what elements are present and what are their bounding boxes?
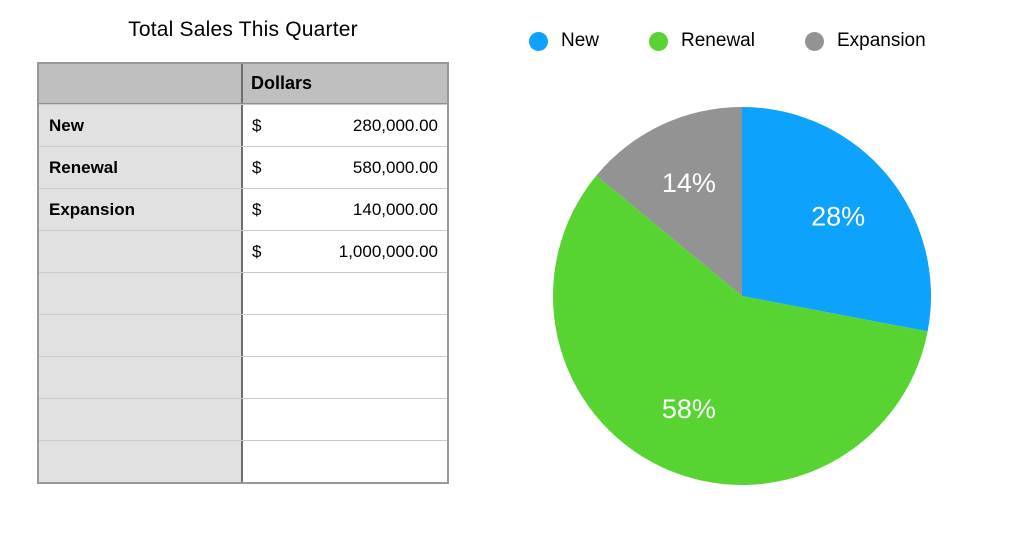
row-label: New xyxy=(39,105,243,146)
table-row-total: $ 1,000,000.00 xyxy=(39,230,447,272)
pie-slice-label: 58% xyxy=(662,394,716,424)
row-value-cell xyxy=(243,273,447,314)
table-row-empty xyxy=(39,440,447,482)
pie-chart: 28% 58% 14% xyxy=(552,107,931,486)
table-row-new: New $ 280,000.00 xyxy=(39,104,447,146)
pie-slice-expansion xyxy=(596,107,742,296)
amount: 280,000.00 xyxy=(352,115,438,135)
row-value-cell: $ 280,000.00 xyxy=(243,105,447,146)
row-value-cell: $ 140,000.00 xyxy=(243,189,447,230)
legend-swatch-renewal-icon xyxy=(649,31,669,51)
legend-label: New xyxy=(561,30,600,51)
currency-symbol: $ xyxy=(252,241,262,261)
row-value-cell xyxy=(243,315,447,356)
legend-item-new: New xyxy=(529,30,599,52)
row-value-cell xyxy=(243,441,447,482)
row-value-cell xyxy=(243,357,447,398)
currency-symbol: $ xyxy=(252,157,262,177)
table-corner-cell xyxy=(39,64,243,103)
legend-item-expansion: Expansion xyxy=(804,30,926,52)
row-value-cell: $ 580,000.00 xyxy=(243,147,447,188)
row-value-cell xyxy=(243,399,447,440)
row-label: Expansion xyxy=(39,189,243,230)
table-row-empty xyxy=(39,356,447,398)
legend-label: Renewal xyxy=(681,30,755,51)
row-label: Renewal xyxy=(39,147,243,188)
row-label xyxy=(39,399,243,440)
currency-symbol: $ xyxy=(252,115,262,135)
row-label xyxy=(39,357,243,398)
legend-swatch-new-icon xyxy=(529,31,548,51)
amount: 140,000.00 xyxy=(352,199,438,219)
legend-swatch-expansion-icon xyxy=(804,31,824,51)
row-value-cell: $ 1,000,000.00 xyxy=(243,231,447,272)
legend-label: Expansion xyxy=(836,30,926,51)
row-label xyxy=(39,231,243,272)
table-row-empty xyxy=(39,314,447,356)
pie-slice-label: 14% xyxy=(662,168,716,198)
table-row-renewal: Renewal $ 580,000.00 xyxy=(39,146,447,188)
row-label xyxy=(39,441,243,482)
chart-title: Total Sales This Quarter xyxy=(128,18,358,41)
pie-slice-label: 28% xyxy=(811,202,865,232)
table-header-row: Dollars xyxy=(39,64,447,104)
table-row-empty xyxy=(39,272,447,314)
amount: 580,000.00 xyxy=(352,157,438,177)
column-header-dollars: Dollars xyxy=(251,73,313,93)
table-row-expansion: Expansion $ 140,000.00 xyxy=(39,188,447,230)
row-label xyxy=(39,273,243,314)
chart-legend: New Renewal Expansion xyxy=(529,30,926,52)
pie-slice-renewal xyxy=(552,175,928,486)
row-label xyxy=(39,315,243,356)
pie-slice-new xyxy=(742,107,931,332)
amount: 1,000,000.00 xyxy=(338,241,438,261)
table-row-empty xyxy=(39,398,447,440)
sales-table: Dollars New $ 280,000.00 Renewal $ 580,0… xyxy=(37,62,449,484)
currency-symbol: $ xyxy=(252,199,262,219)
legend-item-renewal: Renewal xyxy=(649,30,755,52)
